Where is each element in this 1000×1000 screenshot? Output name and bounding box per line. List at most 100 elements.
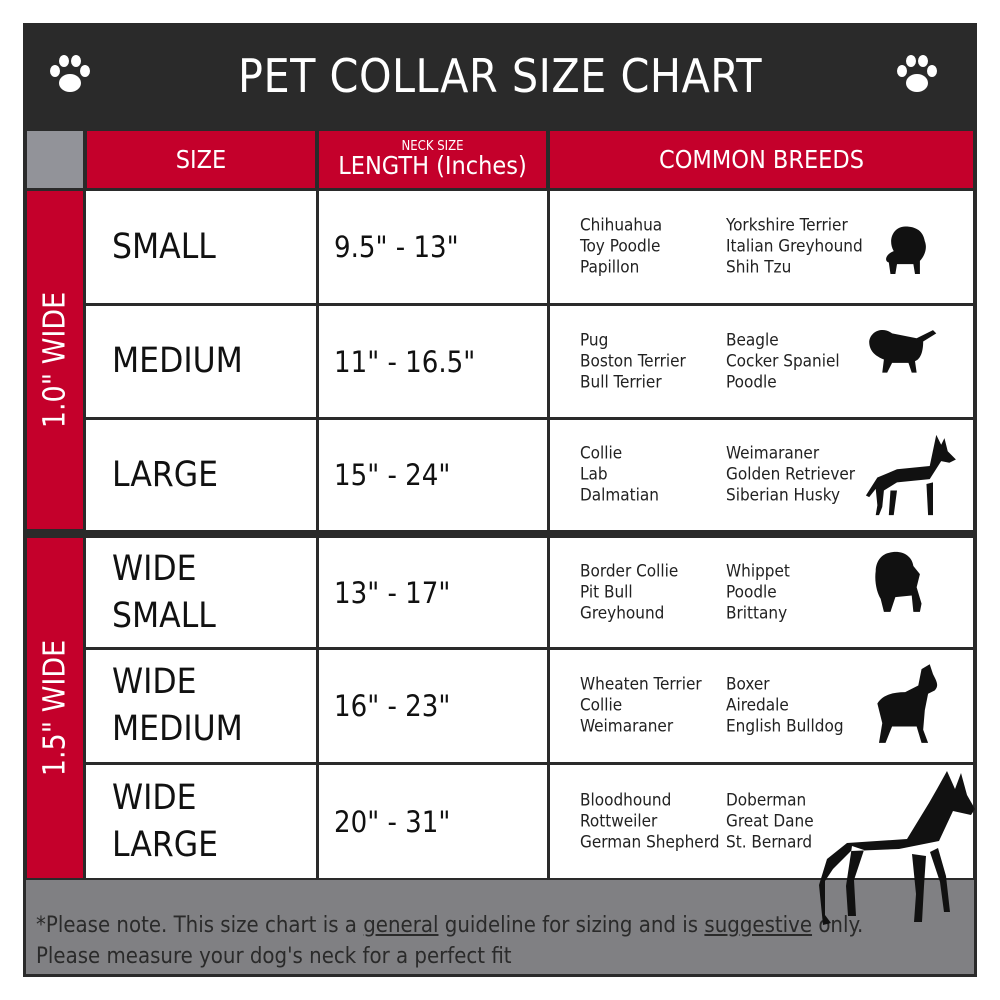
paw-print-icon (897, 55, 937, 92)
length-cell: 9.5" - 13" (319, 191, 547, 303)
size-word: MEDIUM (112, 341, 243, 381)
corner-cell (27, 131, 83, 188)
size-word: WIDE (112, 777, 197, 818)
breed-name: Toy Poodle (580, 236, 661, 257)
size-word: LARGE (112, 454, 219, 495)
breed-name: Greyhound (580, 603, 665, 623)
breed-name: Weimaraner (580, 716, 674, 737)
breed-name: English Bulldog (726, 716, 844, 737)
length-value: 11" - 16.5" (334, 344, 476, 379)
breeds-cell: Chihuahua Toy Poodle Papillon Yorkshire Te… (550, 191, 973, 303)
breeds-list: Whippet Poodle Brittany (726, 561, 790, 624)
breed-name: Golden Retriever (726, 464, 856, 485)
length-value: 13" - 17" (334, 575, 451, 610)
page-title: PET COLLAR SIZE CHART (238, 48, 762, 103)
breeds-list: Beagle Cocker Spaniel Poodle (726, 330, 840, 393)
breed-name: Lab (580, 464, 608, 485)
breed-name: Poodle (726, 372, 777, 392)
length-cell: 15" - 24" (319, 420, 547, 530)
group-label-1-5in: 1.5" WIDE (27, 538, 83, 878)
length-value: 15" - 24" (334, 458, 451, 492)
length-value: 16" - 23" (334, 689, 451, 723)
breed-name: Pit Bull (580, 582, 633, 602)
breeds-list: Boxer Airedale English Bulldog (726, 675, 844, 738)
breed-name: Great Dane (726, 811, 814, 831)
dog-silhouette (865, 434, 956, 516)
size-label: WIDE MEDIUM (112, 659, 243, 753)
breed-name: Airedale (726, 695, 789, 716)
breed-name: Weimaraner (726, 443, 820, 464)
group-label-text: 1.0" WIDE (37, 291, 73, 429)
note-text: guideline for sizing and is (444, 913, 699, 938)
breeds-list: Pug Boston Terrier Bull Terrier (580, 330, 686, 393)
header-length-label: LENGTH (Inches) (338, 151, 527, 180)
size-cell: WIDE MEDIUM (86, 650, 316, 762)
breed-name: Boxer (726, 674, 770, 695)
breed-name: Cocker Spaniel (726, 351, 840, 371)
size-cell: LARGE (86, 420, 316, 530)
breed-name: Shih Tzu (726, 257, 792, 278)
breed-name: Siberian Husky (726, 485, 841, 506)
breeds-list: Bloodhound Rottweiler German Shepherd (580, 790, 719, 853)
breeds-list: Weimaraner Golden Retriever Siberian Husky (726, 444, 855, 507)
note-text: *Please note. This size chart is a (36, 913, 357, 938)
breed-name: Doberman (726, 790, 807, 810)
breed-name: Yorkshire Terrier (726, 215, 848, 236)
group-label-1in: 1.0" WIDE (27, 191, 83, 529)
size-label: WIDE SMALL (112, 546, 216, 640)
dog-silhouette (886, 226, 926, 274)
breed-name: Bull Terrier (580, 372, 662, 392)
dog-silhouette (869, 329, 937, 373)
size-word: SMALL (112, 595, 216, 636)
size-word: MEDIUM (112, 709, 243, 749)
length-cell: 16" - 23" (319, 650, 547, 762)
size-word: LARGE (112, 824, 219, 865)
breed-name: Beagle (726, 330, 779, 350)
breed-name: Brittany (726, 603, 788, 623)
breeds-cell: Border Collie Pit Bull Greyhound Whippet Po… (550, 538, 973, 647)
length-value: 9.5" - 13" (334, 230, 459, 264)
group-label-text: 1.5" WIDE (37, 639, 73, 777)
breed-name: Boston Terrier (580, 351, 686, 371)
header-size-label: SIZE (175, 145, 227, 174)
breed-name: Collie (580, 695, 623, 716)
header-breeds-label: COMMON BREEDS (659, 145, 864, 174)
breed-name: Chihuahua (580, 215, 663, 236)
note-underlined: suggestive (704, 913, 813, 938)
header-length: NECK SIZE LENGTH (Inches) (319, 131, 546, 188)
size-word: SMALL (112, 226, 216, 267)
breed-name: German Shepherd (580, 832, 720, 852)
breeds-list: Collie Lab Dalmatian (580, 444, 659, 507)
size-label: MEDIUM (112, 338, 243, 385)
breeds-list: Chihuahua Toy Poodle Papillon (580, 216, 662, 279)
breeds-cell: Pug Boston Terrier Bull Terrier Beagle Cock… (550, 306, 973, 417)
size-word: WIDE (112, 662, 197, 702)
breed-name: Bloodhound (580, 790, 672, 810)
breed-name: Whippet (726, 561, 790, 581)
breeds-cell: Wheaten Terrier Collie Weimaraner Boxer Air… (550, 650, 973, 762)
size-cell: WIDE SMALL (86, 538, 316, 647)
dog-silhouette (875, 551, 922, 612)
breed-name: Pug (580, 330, 609, 350)
breed-name: St. Bernard (726, 832, 813, 852)
header-size: SIZE (87, 131, 315, 188)
size-label: LARGE (112, 452, 218, 499)
header-neck-size-label: NECK SIZE (401, 139, 464, 154)
breed-name: Dalmatian (580, 485, 659, 506)
size-label: SMALL (112, 224, 216, 271)
breed-name: Poodle (726, 582, 777, 602)
note-line-2: Please measure your dog's neck for a per… (36, 944, 512, 969)
size-label: WIDE LARGE (112, 775, 218, 869)
breeds-cell: Bloodhound Rottweiler German Shepherd Dobe… (550, 765, 973, 878)
length-value: 20" - 31" (334, 804, 451, 839)
breed-name: Wheaten Terrier (580, 674, 702, 695)
size-cell: MEDIUM (86, 306, 316, 417)
breeds-list: Yorkshire Terrier Italian Greyhound Shih T… (726, 216, 863, 279)
paw-print-icon (50, 55, 90, 92)
size-cell: WIDE LARGE (86, 765, 316, 878)
dog-silhouette (877, 664, 938, 743)
breeds-list: Doberman Great Dane St. Bernard (726, 790, 814, 853)
note-underlined: general (363, 913, 439, 938)
size-cell: SMALL (86, 191, 316, 303)
length-cell: 13" - 17" (319, 538, 547, 647)
